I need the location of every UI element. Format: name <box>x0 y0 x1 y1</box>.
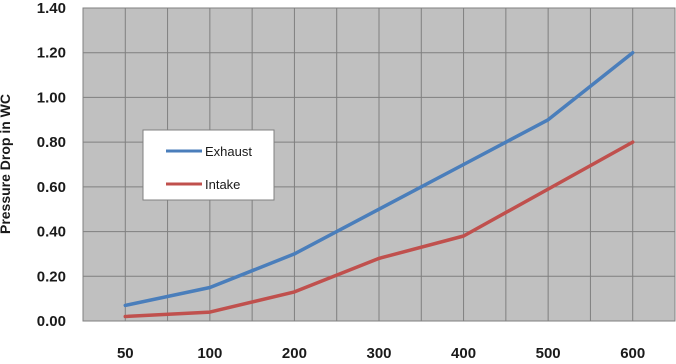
y-tick-label: 0.00 <box>37 313 66 330</box>
series-lines <box>123 50 635 319</box>
x-tick-labels: 50 100 200 300 400 500 600 <box>117 345 645 362</box>
legend-box <box>142 129 275 201</box>
x-tick-label: 200 <box>282 345 307 362</box>
data-point-intake <box>292 290 296 294</box>
x-tick-label: 100 <box>197 345 222 362</box>
data-point-intake <box>462 234 466 238</box>
data-point-exhaust <box>123 303 127 307</box>
y-tick-label: 0.40 <box>37 224 66 241</box>
data-point-intake <box>123 315 127 319</box>
x-tick-label: 500 <box>536 345 561 362</box>
legend: Exhaust Intake <box>142 129 275 201</box>
data-point-intake <box>631 140 635 144</box>
x-tick-label: 600 <box>620 345 645 362</box>
y-axis-label: Pressure Drop in WC <box>0 94 13 234</box>
y-tick-label: 0.80 <box>37 134 66 151</box>
legend-label-intake: Intake <box>205 177 240 192</box>
data-point-intake <box>208 310 212 314</box>
x-tick-label: 300 <box>366 345 391 362</box>
y-tick-label: 0.60 <box>37 179 66 196</box>
data-point-exhaust <box>462 163 466 166</box>
y-tick-label: 1.40 <box>37 0 66 17</box>
x-tick-label: 400 <box>451 345 476 362</box>
data-point-intake <box>377 256 381 260</box>
data-point-exhaust <box>631 51 635 55</box>
y-tick-label: 1.20 <box>37 45 66 62</box>
y-tick-labels: 0.00 0.20 0.40 0.60 0.80 1.00 1.20 1.40 <box>37 0 66 330</box>
x-tick-label: 50 <box>117 345 134 362</box>
data-point-intake <box>546 187 550 191</box>
data-point-exhaust <box>208 285 212 289</box>
legend-label-exhaust: Exhaust <box>205 144 252 159</box>
data-point-exhaust <box>292 252 296 256</box>
y-tick-label: 1.00 <box>37 89 66 106</box>
data-point-exhaust <box>546 118 550 122</box>
data-point-exhaust <box>377 207 381 211</box>
y-tick-label: 0.20 <box>37 268 66 285</box>
